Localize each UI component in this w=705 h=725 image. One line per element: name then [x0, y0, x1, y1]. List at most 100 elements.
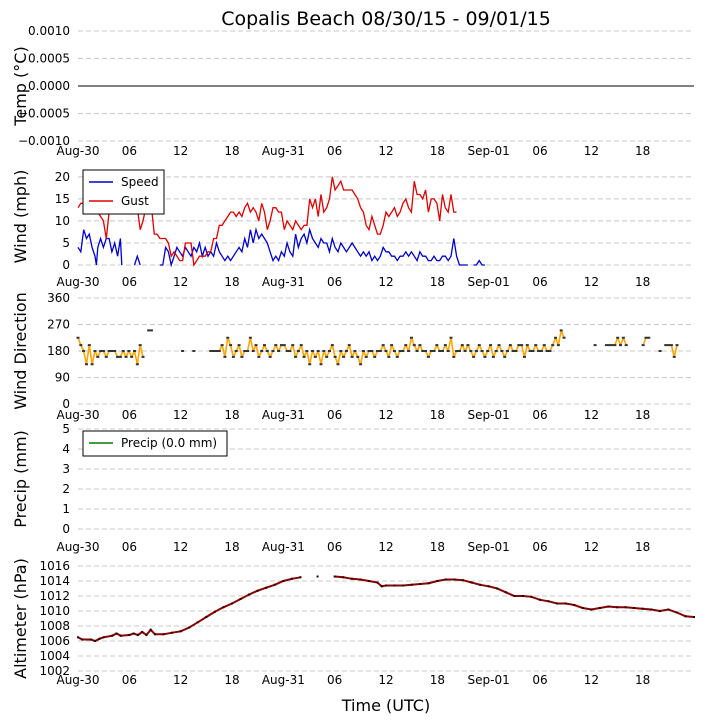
direction-point [593, 344, 597, 347]
direction-point [503, 355, 507, 358]
x-tick-label: Sep-01 [468, 144, 510, 158]
direction-point [613, 344, 617, 347]
pressure-point [239, 598, 242, 600]
direction-point [291, 344, 295, 347]
direction-point [229, 344, 233, 347]
direction-point [647, 336, 651, 339]
direction-point [506, 350, 510, 352]
y-tick-label: 0.0000 [28, 79, 70, 93]
direction-point [452, 355, 456, 358]
direction-point [356, 355, 360, 358]
direction-point [141, 355, 145, 358]
direction-point [344, 350, 348, 352]
x-tick-label: Aug-30 [56, 275, 99, 289]
pressure-point [633, 607, 636, 609]
direction-point [664, 344, 668, 347]
pressure-point [77, 636, 79, 639]
pressure-point [436, 580, 439, 582]
direction-point [107, 350, 111, 352]
direction-point [489, 344, 493, 347]
pressure-point [222, 606, 225, 609]
direction-segment [238, 344, 243, 358]
panel-1: 0 5 10 15 20 Wind (mph) Aug-30 06 12 18 Aug-31 06 12… [11, 169, 694, 289]
direction-point [407, 350, 411, 352]
direction-point [624, 344, 628, 347]
direction-point [82, 350, 86, 352]
series-line-gust [77, 176, 457, 267]
y-tick-label: 1014 [39, 574, 70, 588]
y-tick-label: 360 [47, 291, 70, 305]
direction-segment [308, 350, 314, 365]
direction-point [277, 350, 281, 352]
pressure-point [290, 577, 293, 580]
direction-point [274, 344, 278, 347]
direction-point [305, 350, 309, 352]
direction-point [474, 350, 478, 352]
direction-segment [255, 344, 260, 358]
pressure-point [359, 578, 362, 581]
direction-point [607, 344, 611, 347]
direction-point [401, 350, 405, 352]
direction-point [226, 336, 230, 339]
series-line-speed [77, 227, 485, 268]
pressure-point [564, 602, 567, 605]
pressure-point [573, 604, 576, 606]
direction-segment [616, 337, 622, 346]
direction-point [508, 344, 512, 347]
x-tick-label: 06 [532, 408, 547, 422]
pressure-point [547, 600, 550, 603]
direction-segment [291, 344, 297, 358]
direction-point [237, 344, 241, 347]
direction-point [110, 350, 114, 352]
direction-point [135, 363, 139, 366]
x-tick-label: 18 [224, 540, 239, 554]
y-axis-label: Precip (mm) [11, 430, 30, 528]
x-tick-label: 12 [584, 673, 599, 687]
pressure-point [98, 637, 101, 640]
direction-segment [229, 344, 235, 358]
direction-point [404, 344, 408, 347]
direction-point [604, 344, 608, 347]
direction-segment [523, 344, 529, 358]
pressure-point [598, 607, 601, 609]
pressure-point [581, 607, 584, 609]
direction-point [610, 344, 614, 347]
x-tick-label: 18 [635, 408, 650, 422]
pressure-point [316, 575, 319, 578]
x-tick-label: 12 [378, 540, 393, 554]
x-tick-label: 18 [635, 540, 650, 554]
direction-point [409, 336, 413, 339]
direction-segment [331, 344, 336, 358]
x-tick-label: 12 [378, 144, 393, 158]
direction-point [455, 350, 459, 352]
direction-point [212, 350, 216, 352]
x-tick-label: Aug-31 [262, 673, 305, 687]
pressure-point [89, 638, 92, 641]
direction-segment [388, 344, 393, 358]
pressure-point [616, 606, 618, 609]
x-tick-label: 12 [378, 275, 393, 289]
pressure-point [590, 608, 593, 611]
x-axis-label: Time (UTC) [341, 696, 430, 715]
pressure-point [333, 575, 336, 578]
direction-point [147, 329, 151, 332]
x-tick-label: 18 [430, 144, 445, 158]
pressure-point [136, 634, 139, 636]
direction-segment [91, 350, 96, 365]
direction-point [246, 350, 250, 352]
direction-point [424, 350, 428, 352]
direction-segment [88, 344, 93, 365]
y-tick-label: 0.0010 [28, 24, 70, 38]
direction-point [99, 350, 103, 352]
x-tick-label: 18 [224, 673, 239, 687]
pressure-point [504, 591, 507, 594]
direction-point [463, 350, 467, 352]
direction-point [285, 350, 289, 352]
direction-point [559, 329, 563, 332]
direction-point [390, 344, 394, 347]
pressure-point [81, 638, 84, 641]
pressure-point [128, 634, 131, 636]
direction-point [279, 344, 283, 347]
x-tick-label: 06 [122, 408, 137, 422]
direction-point [121, 350, 125, 352]
